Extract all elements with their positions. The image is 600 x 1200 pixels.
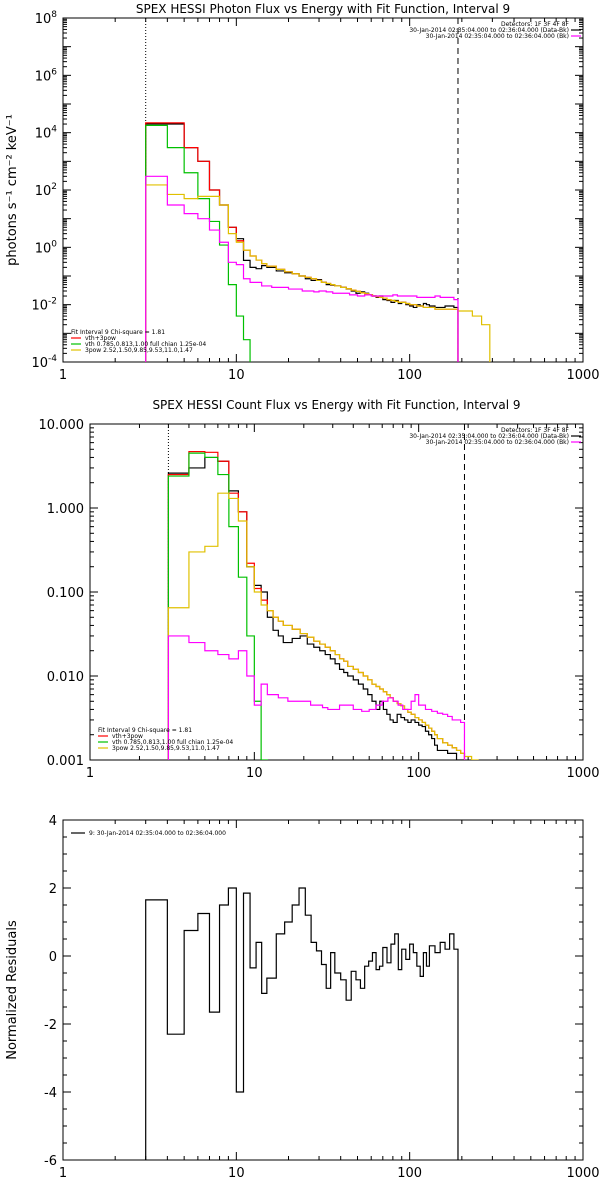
y-tick-exponent: 0: [51, 239, 57, 249]
x-tick-label: 1000: [566, 766, 599, 781]
y-tick-label: 0.010: [47, 670, 84, 685]
x-tick-label: 1: [59, 1166, 67, 1181]
x-tick-label: 10: [246, 766, 263, 781]
y-tick-label: 106: [35, 67, 58, 84]
y-axis-label: Normalized Residuals: [5, 920, 20, 1060]
y-tick-label: 1.000: [47, 502, 84, 517]
legend-bottomleft-text: 3pow 2.52,1.50,9.85,9.53,11.0,1.47: [85, 347, 193, 354]
legend-topright-text: 30-Jan-2014 02:35:04.000 to 02:36:04.000…: [409, 27, 569, 34]
x-tick-label: 1: [86, 766, 94, 781]
legend-topright-text: 30-Jan-2014 02:35:04.000 to 02:36:04.000…: [409, 433, 569, 440]
chart-panel-1: SPEX HESSI Photon Flux vs Energy with Fi…: [5, 2, 600, 383]
data-series-4: [167, 492, 479, 760]
series-group: [145, 887, 459, 1160]
y-tick-label: 4: [49, 814, 57, 829]
chart-panel-2: SPEX HESSI Count Flux vs Energy with Fit…: [39, 398, 600, 781]
x-tick-label: 1000: [566, 368, 599, 383]
legend-topright-text: Detectors: 1F 3F 4F 8F: [501, 427, 570, 434]
series-group: [145, 122, 491, 362]
legend-text: 9: 30-Jan-2014 02:35:04.000 to 02:36:04.…: [89, 830, 226, 837]
legend-topright-text: Detectors: 1F 3F 4F 8F: [501, 21, 570, 28]
legend-bottomleft-text: Fit Interval 9 Chi-square = 1.81: [98, 727, 192, 734]
chart-title: SPEX HESSI Photon Flux vs Energy with Fi…: [136, 2, 510, 16]
y-tick-label: 0: [49, 950, 57, 965]
y-tick-base: 10: [31, 299, 48, 314]
y-tick-label: 0.001: [47, 754, 84, 769]
y-tick-label: -4: [44, 1086, 57, 1101]
chart-panel-3: 1 10 100 1000 -6 -4 -2 0 2 4 Normalized Residuals 9…: [5, 814, 600, 1181]
y-tick-label: -2: [44, 1018, 57, 1033]
y-tick-base: 10: [35, 12, 52, 27]
y-tick-label: 100: [35, 239, 58, 256]
y-tick-label: 2: [49, 882, 57, 897]
y-tick-exponent: -2: [48, 297, 57, 307]
y-tick-base: 10: [35, 127, 52, 142]
legend-bottomleft-text: vth+3pow: [85, 335, 116, 342]
data-series-1: [145, 123, 459, 362]
x-tick-label: 100: [406, 766, 431, 781]
data-series-5: [167, 635, 466, 760]
y-tick-label: 0.100: [47, 586, 84, 601]
legend-bottomleft-text: vth+3pow: [112, 733, 143, 740]
y-tick-exponent: 4: [51, 125, 57, 135]
data-series-1: [167, 456, 466, 760]
x-tick-label: 100: [397, 1166, 422, 1181]
y-tick-label: 10-2: [31, 297, 57, 314]
y-tick-label: 104: [35, 125, 58, 142]
x-tick-label: 10: [228, 1166, 245, 1181]
y-tick-exponent: 8: [51, 10, 57, 20]
series-group: [167, 450, 479, 760]
y-tick-base: 10: [35, 69, 52, 84]
y-tick-base: 10: [35, 184, 52, 199]
y-tick-exponent: 6: [51, 67, 57, 77]
chart-title: SPEX HESSI Count Flux vs Energy with Fit…: [152, 398, 520, 412]
legend-bottomleft-text: Fit Interval 9 Chi-square = 1.81: [71, 329, 165, 336]
data-series-1: [145, 887, 459, 1160]
y-tick-label: 10-4: [31, 354, 57, 371]
x-tick-label: 1: [59, 368, 67, 383]
data-series-5: [145, 175, 459, 362]
y-tick-base: 10: [31, 356, 48, 371]
y-tick-exponent: 2: [51, 182, 57, 192]
x-tick-label: 1000: [566, 1166, 599, 1181]
legend-topright-text: 30-Jan-2014 02:35:04.000 to 02:36:04.000…: [426, 33, 569, 40]
legend-bottomleft-text: 3pow 2.52,1.50,9.85,9.53,11.0,1.47: [112, 745, 220, 752]
x-tick-label: 100: [397, 368, 422, 383]
y-tick-label: 10.000: [39, 418, 85, 433]
data-series-4: [145, 184, 491, 362]
y-tick-label: 102: [35, 182, 57, 199]
y-tick-exponent: -4: [48, 354, 57, 364]
data-series-3: [167, 452, 268, 760]
y-tick-base: 10: [35, 241, 52, 256]
legend-bottomleft-text: vth 0.785,0.813,1.00 full chian 1.25e-04: [112, 739, 233, 746]
legend-bottomleft-text: vth 0.785,0.813,1.00 full chian 1.25e-04: [85, 341, 206, 348]
y-axis-label: photons s⁻¹ cm⁻² keV⁻¹: [5, 114, 20, 266]
y-tick-label: 108: [35, 10, 58, 27]
y-tick-label: -6: [44, 1154, 57, 1169]
x-tick-label: 10: [228, 368, 245, 383]
legend-topright-text: 30-Jan-2014 02:35:04.000 to 02:36:04.000…: [426, 439, 569, 446]
